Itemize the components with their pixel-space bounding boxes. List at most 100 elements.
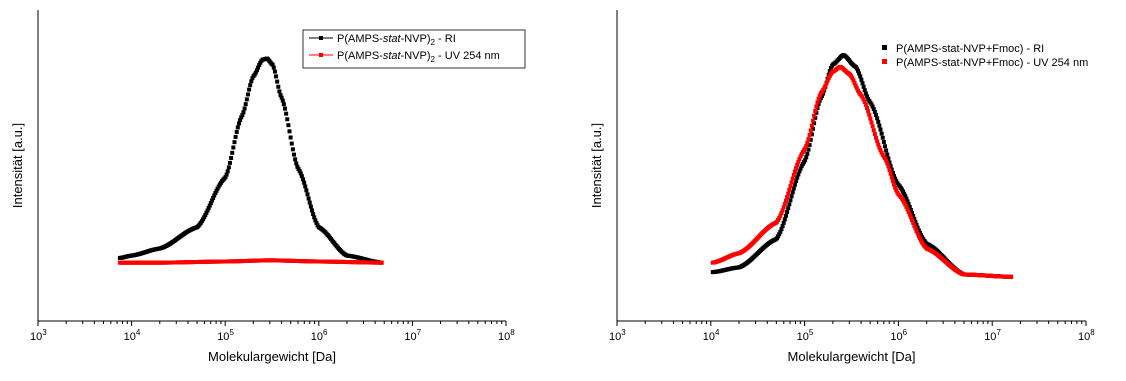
data-point [297, 168, 302, 173]
data-point [892, 173, 897, 178]
data-point [225, 169, 230, 174]
data-point [306, 196, 311, 201]
data-point [785, 210, 790, 215]
data-point [789, 194, 794, 199]
data-point [854, 66, 859, 71]
data-point [797, 156, 802, 161]
data-point [808, 128, 813, 133]
data-point [866, 109, 871, 114]
data-point [893, 185, 898, 190]
data-point [210, 198, 215, 203]
data-point [794, 179, 799, 184]
chart-2: 103 104 105 106 107 108 Molekulargewicht [Da] I… [589, 10, 1095, 364]
data-point [871, 128, 876, 133]
data-point [785, 195, 790, 200]
data-point [815, 100, 820, 105]
data-point [781, 205, 786, 210]
data-point [279, 95, 284, 100]
data-point [248, 83, 253, 88]
data-point [230, 150, 235, 155]
data-point [907, 204, 912, 209]
data-point [821, 88, 826, 93]
data-point [791, 186, 796, 191]
data-point [283, 106, 288, 111]
data-point [804, 155, 809, 160]
y-axis-label: Intensität [a.u.] [589, 123, 604, 208]
data-point [808, 137, 813, 142]
legend-entry: P(AMPS-stat-NVP)2 - RI [337, 33, 456, 47]
data-point [914, 229, 919, 234]
data-point [795, 162, 800, 167]
data-point [235, 125, 240, 130]
data-point [877, 145, 882, 150]
data-point [814, 104, 819, 109]
data-point [242, 106, 247, 111]
data-point [893, 176, 898, 181]
data-point [239, 115, 244, 120]
data-point [806, 137, 811, 142]
data-point [861, 97, 866, 102]
data-point [913, 226, 918, 231]
legend: P(AMPS-stat-NVP)2 - RI P(AMPS-stat-NVP)2 … [302, 29, 526, 69]
data-point [207, 203, 212, 208]
data-point [823, 83, 828, 88]
data-point [250, 76, 255, 81]
data-point [292, 152, 297, 157]
data-point [904, 196, 909, 201]
data-point [792, 182, 797, 187]
data-point [878, 127, 883, 132]
series-2 [117, 258, 384, 265]
data-point [884, 148, 889, 153]
data-point [804, 143, 809, 148]
data-point [819, 94, 824, 99]
data-point [863, 102, 868, 107]
legend-marker [882, 45, 887, 50]
data-point [797, 169, 802, 174]
data-point [295, 164, 300, 169]
chart-1: 103 104 105 106 107 108 Molekulargewicht [Da] I… [10, 10, 526, 364]
data-point [241, 110, 246, 115]
x-tick-label: 107 [984, 328, 1001, 343]
data-point [857, 71, 862, 76]
data-point [809, 123, 814, 128]
data-point [872, 109, 877, 114]
data-point [213, 191, 218, 196]
data-point [223, 175, 228, 180]
data-point [779, 227, 784, 232]
data-point [302, 180, 307, 185]
data-point [884, 158, 889, 163]
data-point [287, 129, 292, 134]
data-point [911, 220, 916, 225]
data-point [249, 79, 254, 84]
data-point [908, 215, 913, 220]
x-tick-label: 104 [124, 328, 141, 343]
data-point [787, 202, 792, 207]
data-point [807, 142, 812, 147]
x-tick-label: 108 [1078, 328, 1095, 343]
data-point [304, 188, 309, 193]
data-point [789, 180, 794, 185]
data-point [226, 165, 231, 170]
x-axis-label: Molekulargewicht [Da] [788, 349, 916, 364]
data-point [869, 102, 874, 107]
data-point [892, 182, 897, 187]
legend-marker [319, 36, 323, 40]
data-point [907, 212, 912, 217]
data-point [917, 230, 922, 235]
data-point [910, 218, 915, 223]
data-point [872, 132, 877, 137]
data-point [887, 167, 892, 172]
data-point [870, 104, 875, 109]
data-point [851, 78, 856, 83]
data-point [805, 151, 810, 156]
data-point [894, 179, 899, 184]
data-point [826, 76, 831, 81]
data-point [862, 99, 867, 104]
data-point [288, 135, 293, 140]
data-point [863, 91, 868, 96]
data-point [238, 118, 243, 123]
data-point [791, 172, 796, 177]
data-point [905, 199, 910, 204]
data-point [862, 88, 867, 93]
data-point [276, 84, 281, 89]
